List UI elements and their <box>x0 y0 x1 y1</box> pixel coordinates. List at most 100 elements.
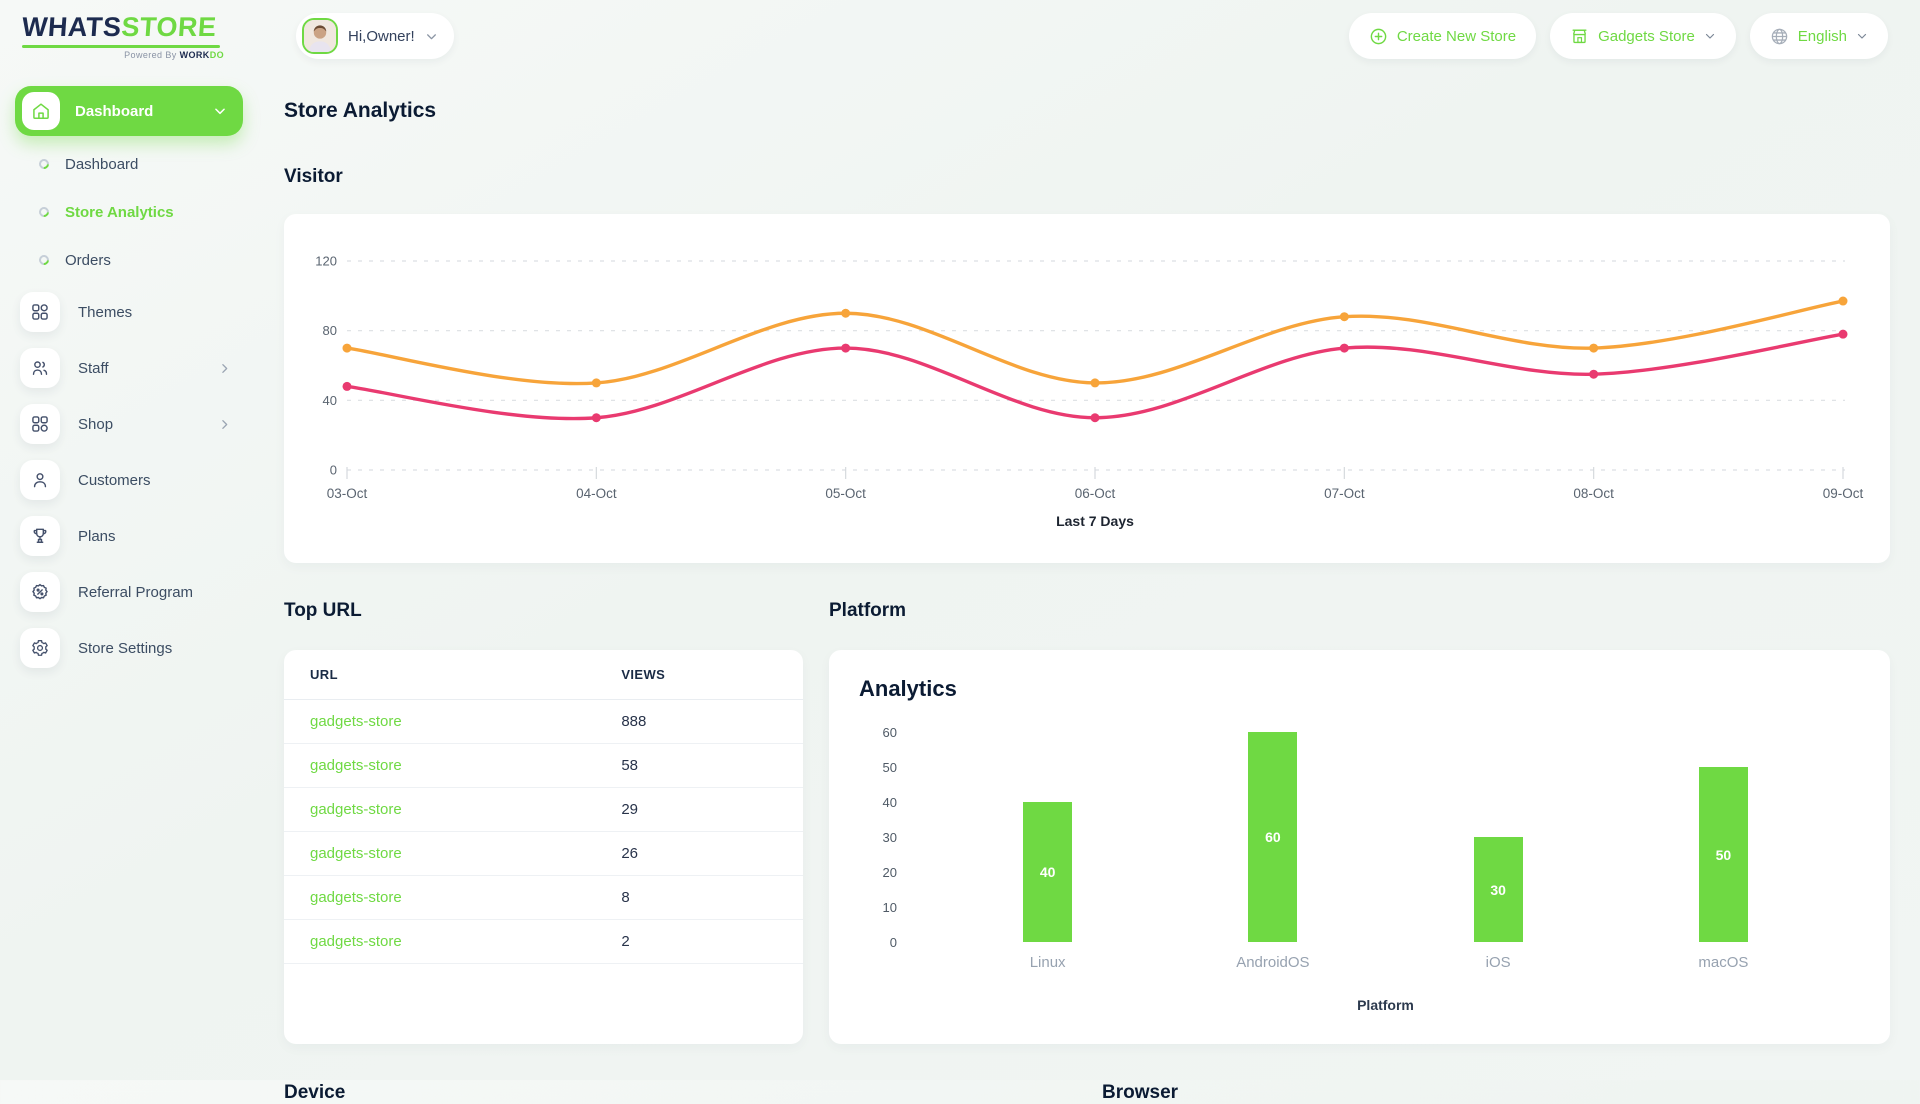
bar-slot: 30 <box>1386 837 1611 942</box>
sidebar-item-dashboard[interactable]: Dashboard <box>15 140 243 188</box>
bar-category-label: Linux <box>1029 954 1066 971</box>
page-title: Store Analytics <box>284 99 437 122</box>
views-value: 26 <box>621 844 639 862</box>
chevron-down-icon <box>215 108 225 115</box>
platform-section-title: Platform <box>829 600 907 621</box>
url-link[interactable]: gadgets-store <box>310 932 402 950</box>
sidebar-item-label: Customers <box>78 471 151 489</box>
y-axis-tick-label: 40 <box>323 393 337 408</box>
sidebar-item-orders[interactable]: Orders <box>15 236 243 284</box>
sidebar-item-label: Dashboard <box>65 155 139 173</box>
data-point <box>1339 312 1349 322</box>
top-url-column: Top URL URL VIEWS gadgets-store 888 gadge… <box>284 600 803 1044</box>
sidebar-item-store-settings[interactable]: Store Settings <box>15 620 243 676</box>
url-link[interactable]: gadgets-store <box>310 800 402 818</box>
bar: 40 <box>1023 802 1073 942</box>
table-header-row: URL VIEWS <box>284 650 803 700</box>
brand-logo-text: WHATSSTORE <box>21 12 225 43</box>
table-row: gadgets-store 26 <box>284 831 803 876</box>
grid-icon <box>20 292 60 332</box>
data-point <box>591 378 601 388</box>
data-point <box>1838 329 1848 339</box>
sidebar-item-referral-program[interactable]: Referral Program <box>15 564 243 620</box>
url-link[interactable]: gadgets-store <box>310 756 402 774</box>
bar-y-axis-tick-label: 60 <box>882 724 897 740</box>
store-icon <box>1572 28 1587 43</box>
url-link[interactable]: gadgets-store <box>310 844 402 862</box>
bar-value-label: 40 <box>1039 864 1056 880</box>
gear-icon <box>20 628 60 668</box>
data-point <box>1090 413 1100 423</box>
browser-section-title: Browser <box>1102 1082 1179 1103</box>
data-point <box>841 343 851 353</box>
chevron-right-icon <box>222 419 228 429</box>
analytics-card-title: Analytics <box>859 676 957 701</box>
data-point <box>1589 343 1599 353</box>
bar-category-label: iOS <box>1485 954 1511 971</box>
globe-icon <box>1771 28 1788 44</box>
sidebar-item-store-analytics[interactable]: Store Analytics <box>15 188 243 236</box>
sidebar-item-shop[interactable]: Shop <box>15 396 243 452</box>
bar-y-axis-tick-label: 10 <box>882 899 897 915</box>
sidebar-item-staff[interactable]: Staff <box>15 340 243 396</box>
brand-logo[interactable]: WHATSSTORE Powered By WORKDO <box>21 12 225 60</box>
plus-circle-icon <box>1370 28 1387 44</box>
sidebar-item-dashboard-group[interactable]: Dashboard <box>15 86 243 136</box>
bar: 50 <box>1698 767 1748 942</box>
x-axis-title: Last 7 Days <box>1056 513 1134 529</box>
top-url-table: URL VIEWS gadgets-store 888 gadgets-store… <box>284 650 803 964</box>
bar-chart-category-labels: Linux AndroidOS iOS macOS <box>911 954 1860 971</box>
sidebar-item-customers[interactable]: Customers <box>15 452 243 508</box>
create-new-store-button[interactable]: Create New Store <box>1348 13 1537 59</box>
visitor-section-title: Visitor <box>284 166 343 187</box>
column-header-views: VIEWS <box>621 650 803 700</box>
user-menu[interactable]: Hi,Owner! <box>296 13 454 59</box>
bar-chart-x-axis-title: Platform <box>1357 997 1414 1013</box>
bar-chart-y-axis: 60 50 40 30 20 10 0 <box>859 725 911 950</box>
data-point <box>1090 378 1100 388</box>
table-row: gadgets-store 58 <box>284 743 803 788</box>
x-axis-tick-label: 04-Oct <box>576 486 617 501</box>
user-greeting: Hi,Owner! <box>348 27 415 45</box>
percent-badge-icon <box>20 572 60 612</box>
bullet-icon <box>36 204 52 220</box>
views-value: 2 <box>621 932 630 950</box>
y-axis-tick-label: 80 <box>323 323 337 338</box>
data-point <box>1339 343 1349 353</box>
language-selector[interactable]: English <box>1749 13 1888 59</box>
x-axis-tick-label: 05-Oct <box>825 486 866 501</box>
bar-slot: 40 <box>935 802 1160 942</box>
x-axis-tick-label: 09-Oct <box>1823 486 1864 501</box>
store-switcher[interactable]: Gadgets Store <box>1550 13 1736 59</box>
bar-category-label: macOS <box>1698 954 1749 971</box>
home-icon <box>22 92 60 130</box>
data-point <box>1589 369 1599 379</box>
chevron-down-icon <box>1705 33 1714 39</box>
sidebar-item-label: Store Analytics <box>65 203 174 221</box>
sidebar: Dashboard Dashboard Store Analytics Orde… <box>15 86 243 676</box>
dashboard-submenu: Dashboard Store Analytics Orders <box>15 140 243 284</box>
bottom-sections: Device Browser <box>284 1082 1890 1104</box>
tagline-prefix: Powered By <box>124 50 180 60</box>
url-link[interactable]: gadgets-store <box>310 712 402 730</box>
sidebar-item-plans[interactable]: Plans <box>15 508 243 564</box>
platform-analytics-card: Analytics 60 50 40 30 20 10 0 40 60 30 50 Linux An… <box>829 650 1890 1044</box>
sidebar-item-label: Themes <box>78 303 133 321</box>
bar-slot: 60 <box>1160 732 1385 942</box>
create-new-store-label: Create New Store <box>1396 27 1517 45</box>
bar-value-label: 50 <box>1715 846 1732 863</box>
y-axis-tick-label: 0 <box>330 463 337 478</box>
url-link[interactable]: gadgets-store <box>310 888 402 906</box>
visitor-chart-card: 0 40 80 120 03-Oct 04-Oct 05-Oct 06-Oct 07-Oct 08… <box>284 214 1890 563</box>
data-point <box>1838 296 1848 306</box>
table-row: gadgets-store 2 <box>284 919 803 964</box>
tagline-work: WORK <box>179 50 210 60</box>
chevron-down-icon <box>426 33 436 39</box>
sidebar-group-label: Dashboard <box>75 102 154 120</box>
visitor-line-chart: 0 40 80 120 03-Oct 04-Oct 05-Oct 06-Oct 07-Oct 08… <box>315 254 1864 530</box>
sidebar-item-themes[interactable]: Themes <box>15 284 243 340</box>
chevron-right-icon <box>222 363 228 373</box>
top-url-section-title: Top URL <box>284 600 362 621</box>
data-point <box>841 308 851 318</box>
logo-part-whats: WHATS <box>20 12 123 42</box>
